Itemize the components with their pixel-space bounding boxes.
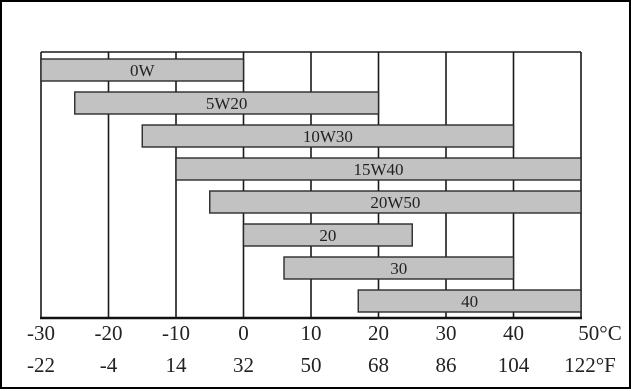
bar-group-20: 20 — [242, 223, 413, 247]
x-tick-label-fahrenheit: 104 — [498, 353, 530, 377]
x-tick-label-fahrenheit: -22 — [27, 353, 55, 377]
bar-30 — [283, 256, 515, 280]
bar-0w — [40, 58, 245, 82]
bar-group-40: 40 — [357, 289, 582, 313]
x-tick-label-fahrenheit: 122°F — [564, 353, 616, 377]
bar-group-15w40: 15W40 — [175, 157, 582, 181]
x-tick-label-celsius: -30 — [27, 321, 55, 345]
x-tick-label-celsius: 0 — [238, 321, 249, 345]
x-tick-label-celsius: -10 — [162, 321, 190, 345]
bar-group-0w: 0W — [40, 58, 245, 82]
x-tick-label-celsius: 40 — [503, 321, 524, 345]
bar-label: 40 — [461, 292, 478, 311]
x-tick-label-celsius: 30 — [436, 321, 457, 345]
bar-10w30 — [141, 124, 515, 148]
x-tick-label-celsius: 10 — [301, 321, 322, 345]
bar-20w50 — [209, 190, 582, 214]
bar-label: 20 — [319, 226, 336, 245]
x-tick-label-celsius: -20 — [95, 321, 123, 345]
bar-label: 10W30 — [303, 127, 353, 146]
bar-5w20 — [74, 91, 380, 115]
bar-label: 15W40 — [353, 160, 403, 179]
x-tick-label-fahrenheit: 68 — [368, 353, 389, 377]
x-tick-label-fahrenheit: 86 — [436, 353, 457, 377]
bar-label: 30 — [390, 259, 407, 278]
x-tick-label-fahrenheit: -4 — [100, 353, 118, 377]
bar-group-10w30: 10W30 — [141, 124, 515, 148]
bar-40 — [357, 289, 582, 313]
x-tick-label-celsius: 50°C — [578, 321, 621, 345]
bar-label: 5W20 — [206, 94, 248, 113]
bar-15w40 — [175, 157, 582, 181]
x-tick-label-fahrenheit: 32 — [233, 353, 254, 377]
x-tick-label-fahrenheit: 14 — [166, 353, 188, 377]
x-tick-labels-fahrenheit: -22 -4 14 32 50 68 86 104 122°F — [27, 353, 616, 377]
bar-group-20w50: 20W50 — [209, 190, 582, 214]
x-tick-label-fahrenheit: 50 — [301, 353, 322, 377]
bar-group-30: 30 — [283, 256, 515, 280]
bar-label: 20W50 — [370, 193, 420, 212]
x-tick-labels-celsius: -30 -20 -10 0 10 20 30 40 50°C — [27, 321, 622, 345]
bar-label: 0W — [130, 61, 156, 80]
x-tick-label-celsius: 20 — [368, 321, 389, 345]
bar-group-5w20: 5W20 — [74, 91, 380, 115]
bar-20 — [242, 223, 413, 247]
